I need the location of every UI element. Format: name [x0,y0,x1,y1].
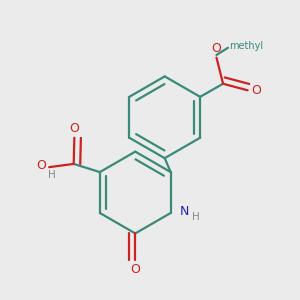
Text: O: O [130,263,140,276]
Text: O: O [251,84,261,97]
Text: O: O [212,42,221,55]
Text: O: O [36,159,46,172]
Text: H: H [192,212,200,222]
Text: O: O [69,122,79,135]
Text: H: H [49,170,56,180]
Text: methyl: methyl [230,41,264,51]
Text: N: N [180,205,189,218]
